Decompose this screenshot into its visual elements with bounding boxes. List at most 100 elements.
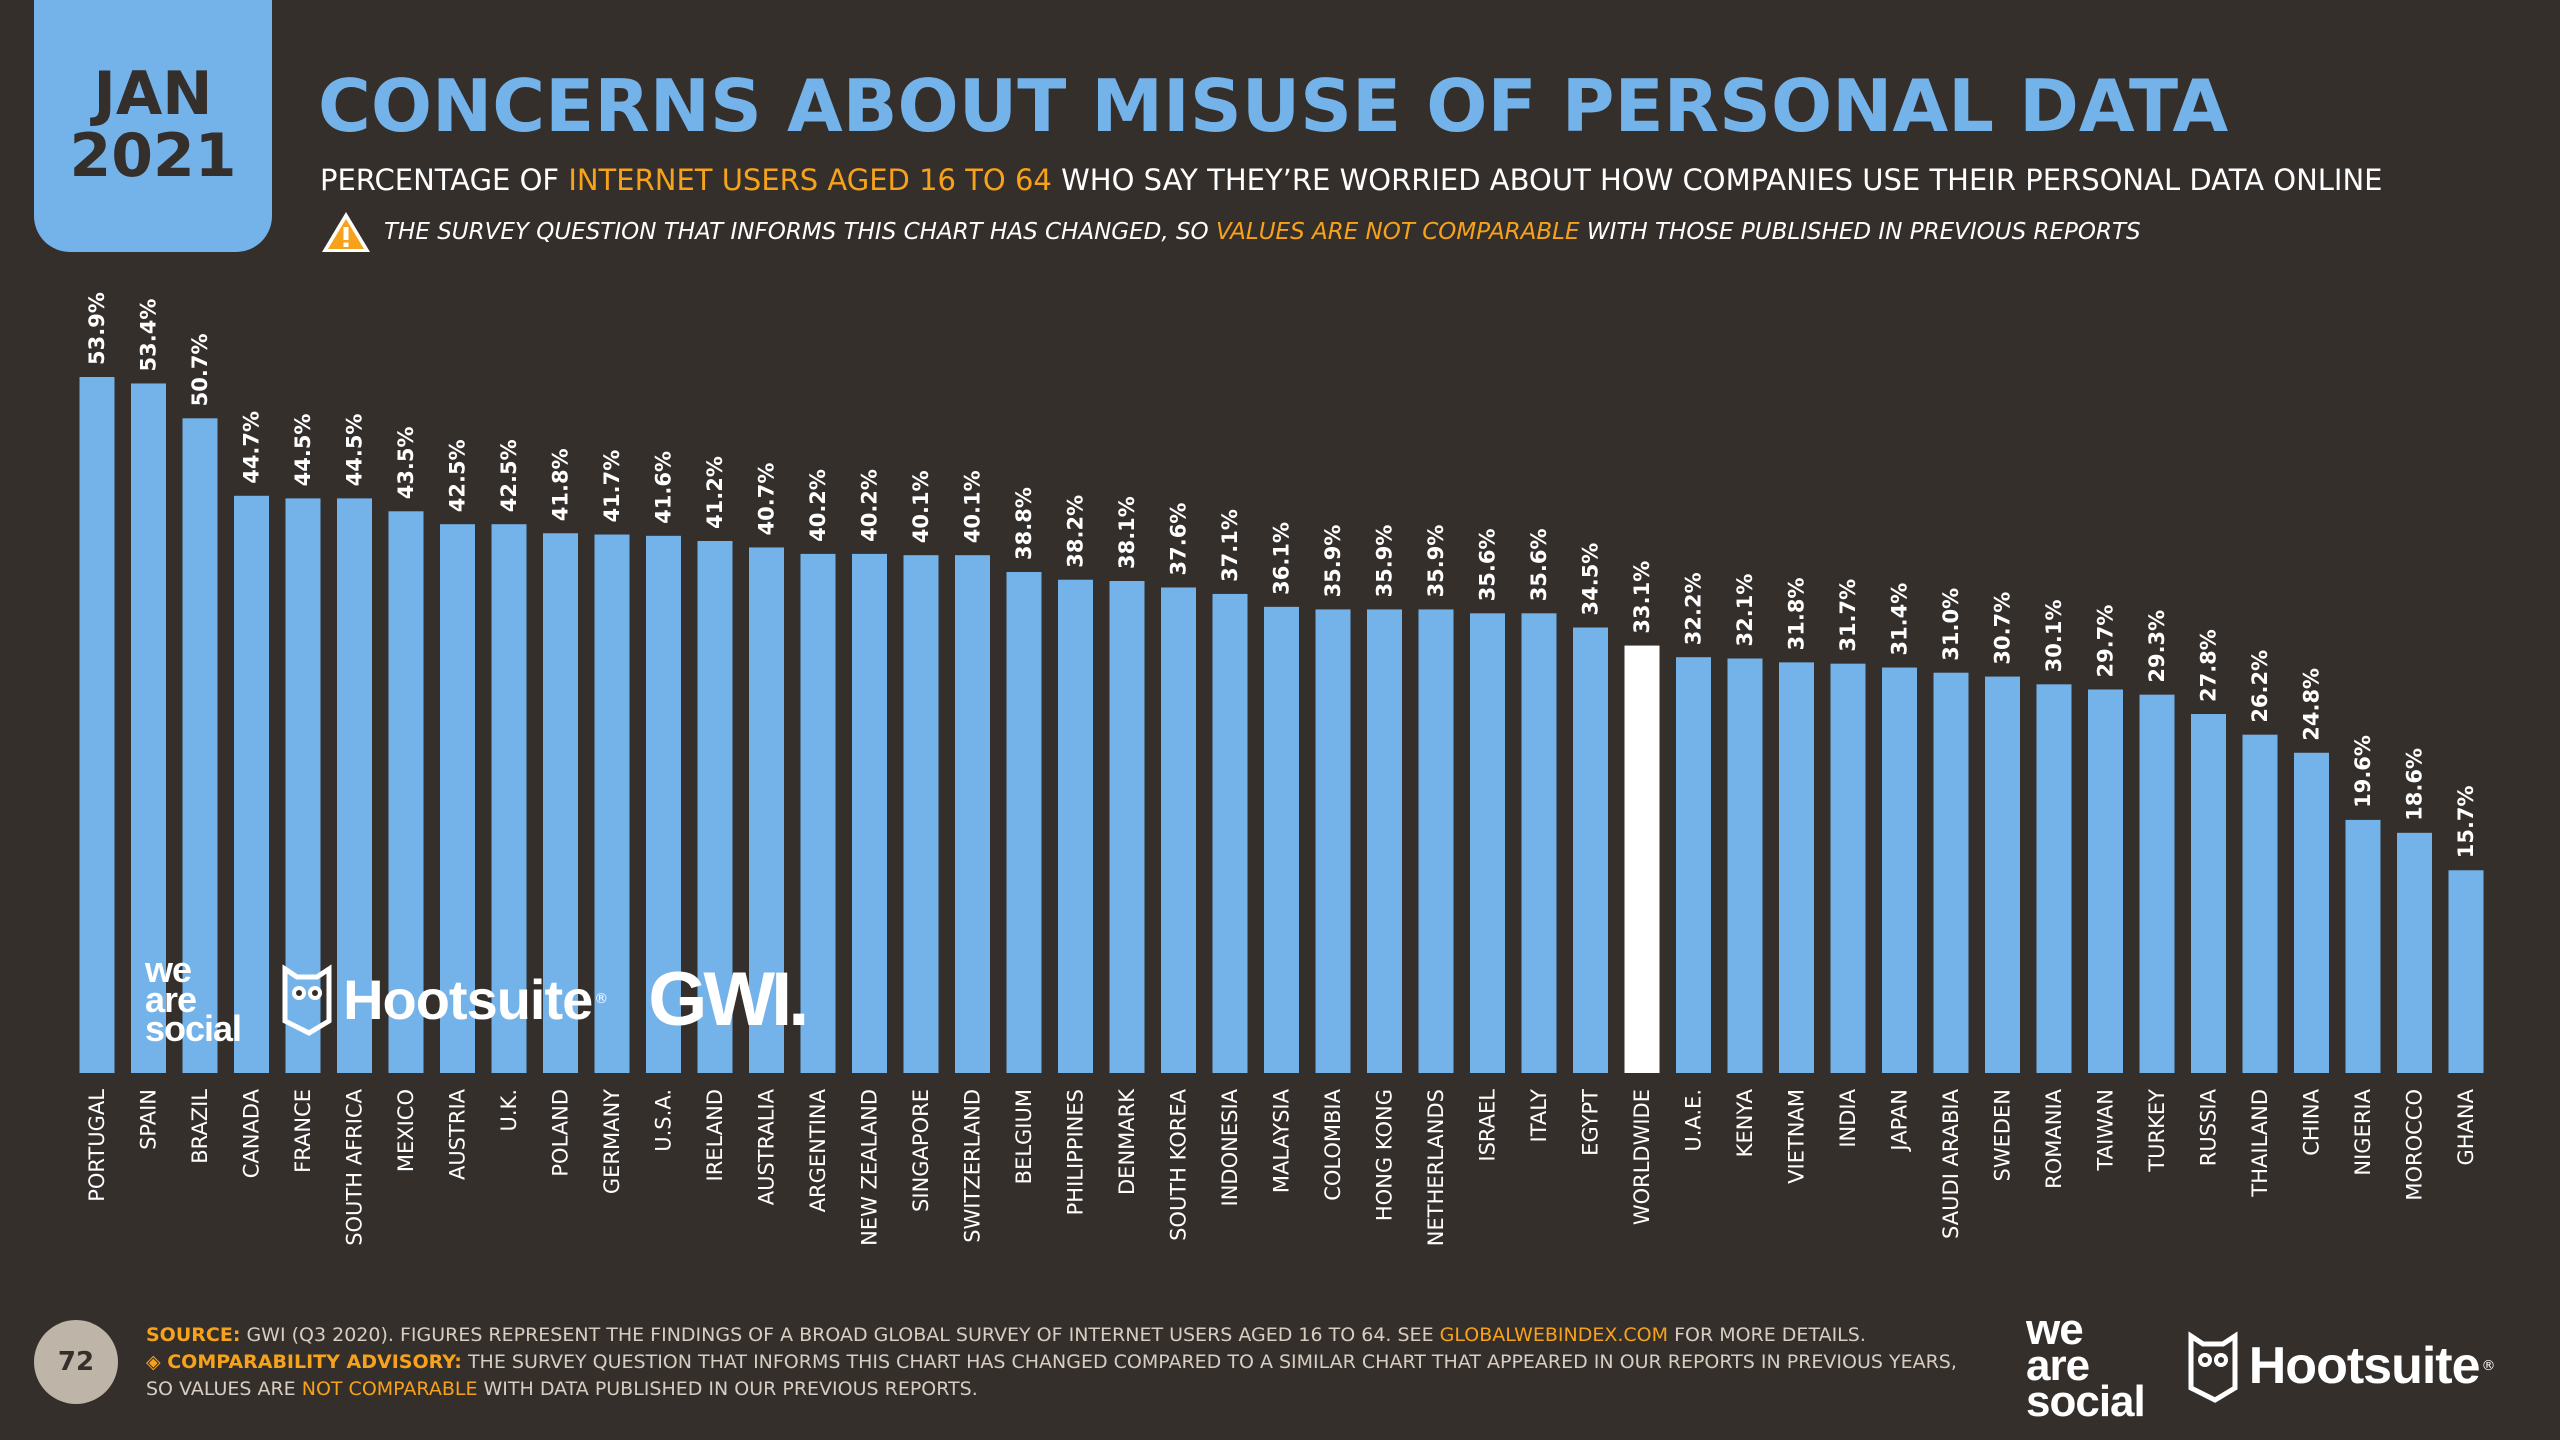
we-are-social-logo: we are social — [145, 952, 242, 1050]
category-label: EGYPT — [1579, 1089, 1603, 1156]
value-label: 30.1% — [2042, 599, 2066, 672]
footer-was-word-3: social — [2026, 1377, 2146, 1427]
comparability-warning: THE SURVEY QUESTION THAT INFORMS THIS CH… — [320, 210, 2141, 254]
category-label: HONG KONG — [1373, 1089, 1397, 1221]
category-label: NIGERIA — [2351, 1088, 2375, 1175]
category-label: U.S.A. — [652, 1089, 676, 1152]
value-label: 40.7% — [755, 463, 779, 536]
category-label: SOUTH AFRICA — [343, 1088, 367, 1245]
footer-hootsuite-wordmark: Hootsuite — [2248, 1337, 2481, 1396]
was-word-3: social — [145, 1008, 242, 1050]
value-label: 37.1% — [1218, 509, 1242, 582]
date-year: 2021 — [69, 121, 237, 191]
footer-notes: SOURCE: GWI (Q3 2020). FIGURES REPRESENT… — [146, 1322, 1986, 1403]
bar-thailand — [2242, 734, 2278, 1073]
category-label: COLOMBIA — [1321, 1088, 1345, 1200]
category-label: GERMANY — [600, 1089, 624, 1194]
value-label: 31.4% — [1888, 583, 1912, 656]
bar-switzerland — [955, 555, 990, 1073]
category-label: KENYA — [1733, 1088, 1757, 1157]
value-label: 19.6% — [2351, 735, 2375, 808]
category-label: WORLDWIDE — [1630, 1089, 1654, 1225]
owl-icon — [282, 964, 332, 1037]
category-label: U.A.E. — [1682, 1089, 1706, 1152]
category-label: INDONESIA — [1218, 1088, 1242, 1206]
footer-hootsuite-reg: ® — [2481, 1358, 2496, 1375]
bar-ireland — [697, 540, 733, 1073]
category-label: NEW ZEALAND — [858, 1089, 882, 1246]
bar-russia — [2191, 714, 2226, 1073]
bar-brazil — [182, 418, 218, 1074]
value-label: 33.1% — [1630, 561, 1654, 634]
category-label: POLAND — [549, 1089, 573, 1177]
category-label: JAPAN — [1888, 1089, 1912, 1153]
category-label: CHINA — [2300, 1088, 2324, 1155]
hootsuite-logo: Hootsuite ® — [279, 961, 608, 1037]
category-label: DENMARK — [1115, 1088, 1139, 1195]
bar-nigeria — [2345, 819, 2381, 1073]
value-label: 44.5% — [343, 414, 367, 487]
bar-philippines — [1058, 579, 1093, 1073]
bar-vietnam — [1779, 662, 1814, 1073]
bar-worldwide — [1624, 645, 1660, 1073]
footer-line3-highlight: NOT COMPARABLE — [301, 1378, 478, 1400]
bar-italy — [1521, 613, 1557, 1073]
category-label: IRELAND — [703, 1089, 727, 1181]
footer-source-end: FOR MORE DETAILS. — [1668, 1324, 1866, 1346]
footer-owl-icon — [2188, 1331, 2238, 1403]
category-label: BELGIUM — [1012, 1089, 1036, 1184]
category-label: RUSSIA — [2197, 1088, 2221, 1166]
bar-argentina — [800, 553, 836, 1073]
category-label: SAUDI ARABIA — [1939, 1088, 1963, 1239]
value-label: 31.7% — [1836, 579, 1860, 652]
value-label: 18.6% — [2403, 748, 2427, 821]
category-label: BRAZIL — [188, 1089, 212, 1164]
bar-netherlands — [1418, 609, 1454, 1073]
category-label: THAILAND — [2248, 1089, 2272, 1198]
warning-part2: WITH THOSE PUBLISHED IN PREVIOUS REPORTS — [1579, 219, 2141, 245]
bar-india — [1830, 663, 1866, 1073]
footer-source-link[interactable]: GLOBALWEBINDEX.COM — [1439, 1324, 1669, 1346]
bar-u-a-e — [1676, 657, 1711, 1073]
value-label: 38.1% — [1115, 496, 1139, 569]
category-label: MOROCCO — [2403, 1089, 2427, 1201]
value-label: 31.0% — [1939, 588, 1963, 661]
value-label: 41.6% — [652, 451, 676, 524]
value-label: 40.2% — [806, 469, 830, 542]
bar-taiwan — [2088, 689, 2123, 1073]
value-label: 27.8% — [2197, 629, 2221, 702]
hootsuite-wordmark: Hootsuite — [343, 967, 593, 1031]
bar-portugal — [79, 377, 115, 1073]
value-label: 37.6% — [1167, 503, 1191, 576]
bar-turkey — [2139, 694, 2175, 1073]
bar-saudi-arabia — [1933, 672, 1969, 1073]
category-label: CANADA — [240, 1088, 264, 1178]
subtitle-part1: PERCENTAGE OF — [320, 163, 569, 197]
category-label: SINGAPORE — [909, 1089, 933, 1212]
value-label: 24.8% — [2300, 668, 2324, 741]
category-label: FRANCE — [291, 1089, 315, 1173]
bar-egypt — [1573, 627, 1608, 1073]
category-label: MALAYSIA — [1270, 1088, 1294, 1193]
bar-morocco — [2397, 832, 2432, 1073]
category-label: NETHERLANDS — [1424, 1089, 1448, 1246]
footer-line3-a: SO VALUES ARE — [146, 1378, 302, 1400]
warning-part1: THE SURVEY QUESTION THAT INFORMS THIS CH… — [384, 219, 1216, 245]
category-label: ITALY — [1527, 1089, 1551, 1143]
value-label: 42.5% — [446, 439, 470, 512]
bar-singapore — [903, 555, 939, 1073]
bar-u-k — [491, 524, 527, 1073]
footer-source-line: SOURCE: GWI (Q3 2020). FIGURES REPRESENT… — [146, 1322, 1986, 1349]
footer-advisory-line: ◈ COMPARABILITY ADVISORY: THE SURVEY QUE… — [146, 1349, 1986, 1376]
value-label: 29.3% — [2145, 610, 2169, 683]
category-label: ARGENTINA — [806, 1088, 830, 1212]
category-label: VIETNAM — [1785, 1089, 1809, 1184]
bar-japan — [1882, 667, 1917, 1073]
category-label: SWITZERLAND — [961, 1089, 985, 1243]
bar-south-korea — [1161, 587, 1196, 1073]
value-label: 32.2% — [1682, 572, 1706, 645]
footer-advisory-label: ◈ COMPARABILITY ADVISORY: — [146, 1351, 462, 1373]
footer-was-word-1: we — [2026, 1305, 2084, 1354]
bar-austria — [440, 524, 475, 1073]
category-label: AUSTRALIA — [755, 1088, 779, 1205]
